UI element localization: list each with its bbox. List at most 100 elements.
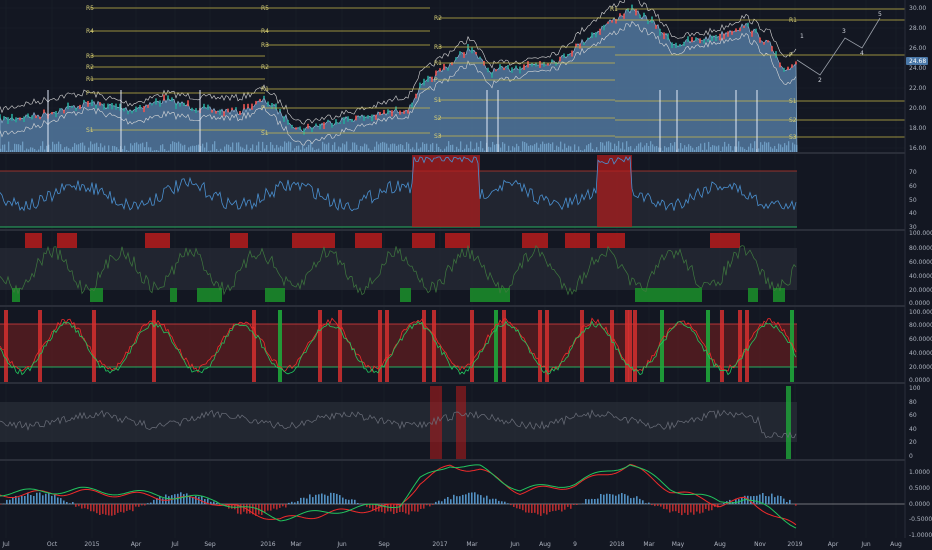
candle (403, 110, 405, 114)
candle (723, 33, 725, 40)
volume-bar (22, 141, 24, 153)
macd-hist-bar (306, 498, 308, 504)
macd-axis-tick: -0.5000 (909, 516, 932, 523)
osc-red-bar (502, 310, 506, 383)
stochastic-pane[interactable] (0, 233, 797, 302)
pivot-label-right: R3 (434, 44, 442, 51)
volume-bar (768, 142, 770, 153)
volume-bar (668, 147, 670, 153)
macd-hist-bar (666, 504, 668, 510)
candle (23, 116, 25, 122)
volume-bar (140, 143, 142, 153)
volume-bar (528, 145, 530, 153)
macd-hist-bar (54, 494, 56, 504)
volume-bar (664, 146, 666, 153)
osc-band (0, 324, 797, 367)
pivot-label-right2: R1 (610, 6, 618, 13)
time-scale[interactable]: Jul Oct 2015 Apr Jul Sep 2016 Mar Jun Sep 2017 Mar J… (1, 541, 902, 548)
candle (595, 32, 597, 38)
macd-hist-bar (165, 494, 167, 504)
cci-band (0, 402, 797, 442)
volume-bar (362, 146, 364, 153)
volume-bar (596, 147, 598, 153)
volume-bar (258, 141, 260, 153)
osc-red-bar (720, 310, 724, 383)
volume-bar (62, 149, 64, 153)
candle (495, 69, 497, 72)
price-pane[interactable]: R5 R4 R3 R2 R1 P S1 R5 R4 R3 R2 R1 P S1 R2 R3 R1 P S1 S2 S3 R… (0, 0, 928, 154)
volume-bar (304, 148, 306, 153)
macd-hist-bar (300, 497, 302, 504)
pivot-label-left: R4 (86, 28, 94, 35)
volume-bar (106, 150, 108, 153)
volume-bar (370, 150, 372, 153)
volume-bar (194, 145, 196, 153)
volume-bar (578, 146, 580, 153)
volume-bar (354, 142, 356, 153)
volume-bar (686, 146, 688, 153)
osc-red-bar (625, 310, 629, 383)
volume-bar (318, 148, 320, 153)
candle (751, 30, 753, 37)
macd-hist-bar (18, 497, 20, 504)
candle (399, 110, 401, 115)
volume-bar (242, 147, 244, 153)
volume-bar (510, 150, 512, 153)
volume-bar (216, 149, 218, 153)
macd-hist-bar (642, 500, 644, 504)
pivot-label-right2: S2 (789, 117, 797, 124)
macd-hist-bar (435, 501, 437, 504)
rsi-pane[interactable] (0, 155, 797, 228)
macd-hist-bar (159, 496, 161, 504)
candle (583, 42, 585, 45)
macd-pane[interactable] (0, 463, 905, 529)
candle (575, 43, 577, 47)
macd-hist-bar (432, 504, 434, 505)
candle (51, 112, 53, 115)
volume-bar (280, 145, 282, 153)
macd-hist-bar (669, 504, 671, 513)
volume-bar (234, 150, 236, 153)
volume-bar (314, 149, 316, 153)
pivot-label-mid: R5 (261, 5, 269, 12)
pivot-label-right: S2 (434, 115, 442, 122)
candle (671, 42, 673, 48)
pivot-label-right2: R1 (789, 17, 797, 24)
macd-hist-bar (450, 499, 452, 504)
volume-bar (706, 149, 708, 153)
candle (159, 100, 161, 107)
candle (39, 116, 41, 120)
candle (175, 103, 177, 110)
macd-hist-bar (672, 504, 674, 512)
macd-hist-bar (189, 495, 191, 504)
volume-bar (392, 143, 394, 153)
cci-axis-tick: 20 (909, 439, 917, 446)
rsi-axis-tick: 60 (909, 183, 917, 190)
volume-bar (542, 141, 544, 153)
volume-bar (30, 147, 32, 153)
volume-bar (500, 147, 502, 153)
volume-bar (360, 146, 362, 153)
pivot-label-left: S1 (86, 127, 94, 134)
volume-bar (112, 145, 114, 153)
volume-bar (670, 143, 672, 153)
volume-bar (702, 149, 704, 153)
cci-pane[interactable] (0, 386, 797, 459)
candle (747, 22, 749, 27)
rsi-axis-tick: 30 (909, 224, 917, 231)
volume-bar (662, 150, 664, 153)
macd-hist-bar (756, 495, 758, 504)
macd-hist-bar (444, 498, 446, 504)
candle (163, 94, 165, 101)
pivot-label-left: R5 (86, 5, 94, 12)
volume-bar (364, 143, 366, 153)
oscillator-pane[interactable] (0, 310, 797, 383)
candle (427, 75, 429, 82)
rsi-overbought-zones (412, 155, 632, 227)
volume-bar (688, 144, 690, 153)
candle (715, 34, 717, 42)
price-scale[interactable]: 30.00 28.00 26.00 24.00 22.00 20.00 18.00 16.00… (909, 5, 932, 539)
volume-bar (6, 150, 8, 153)
pivot-label-right: S3 (434, 133, 442, 140)
